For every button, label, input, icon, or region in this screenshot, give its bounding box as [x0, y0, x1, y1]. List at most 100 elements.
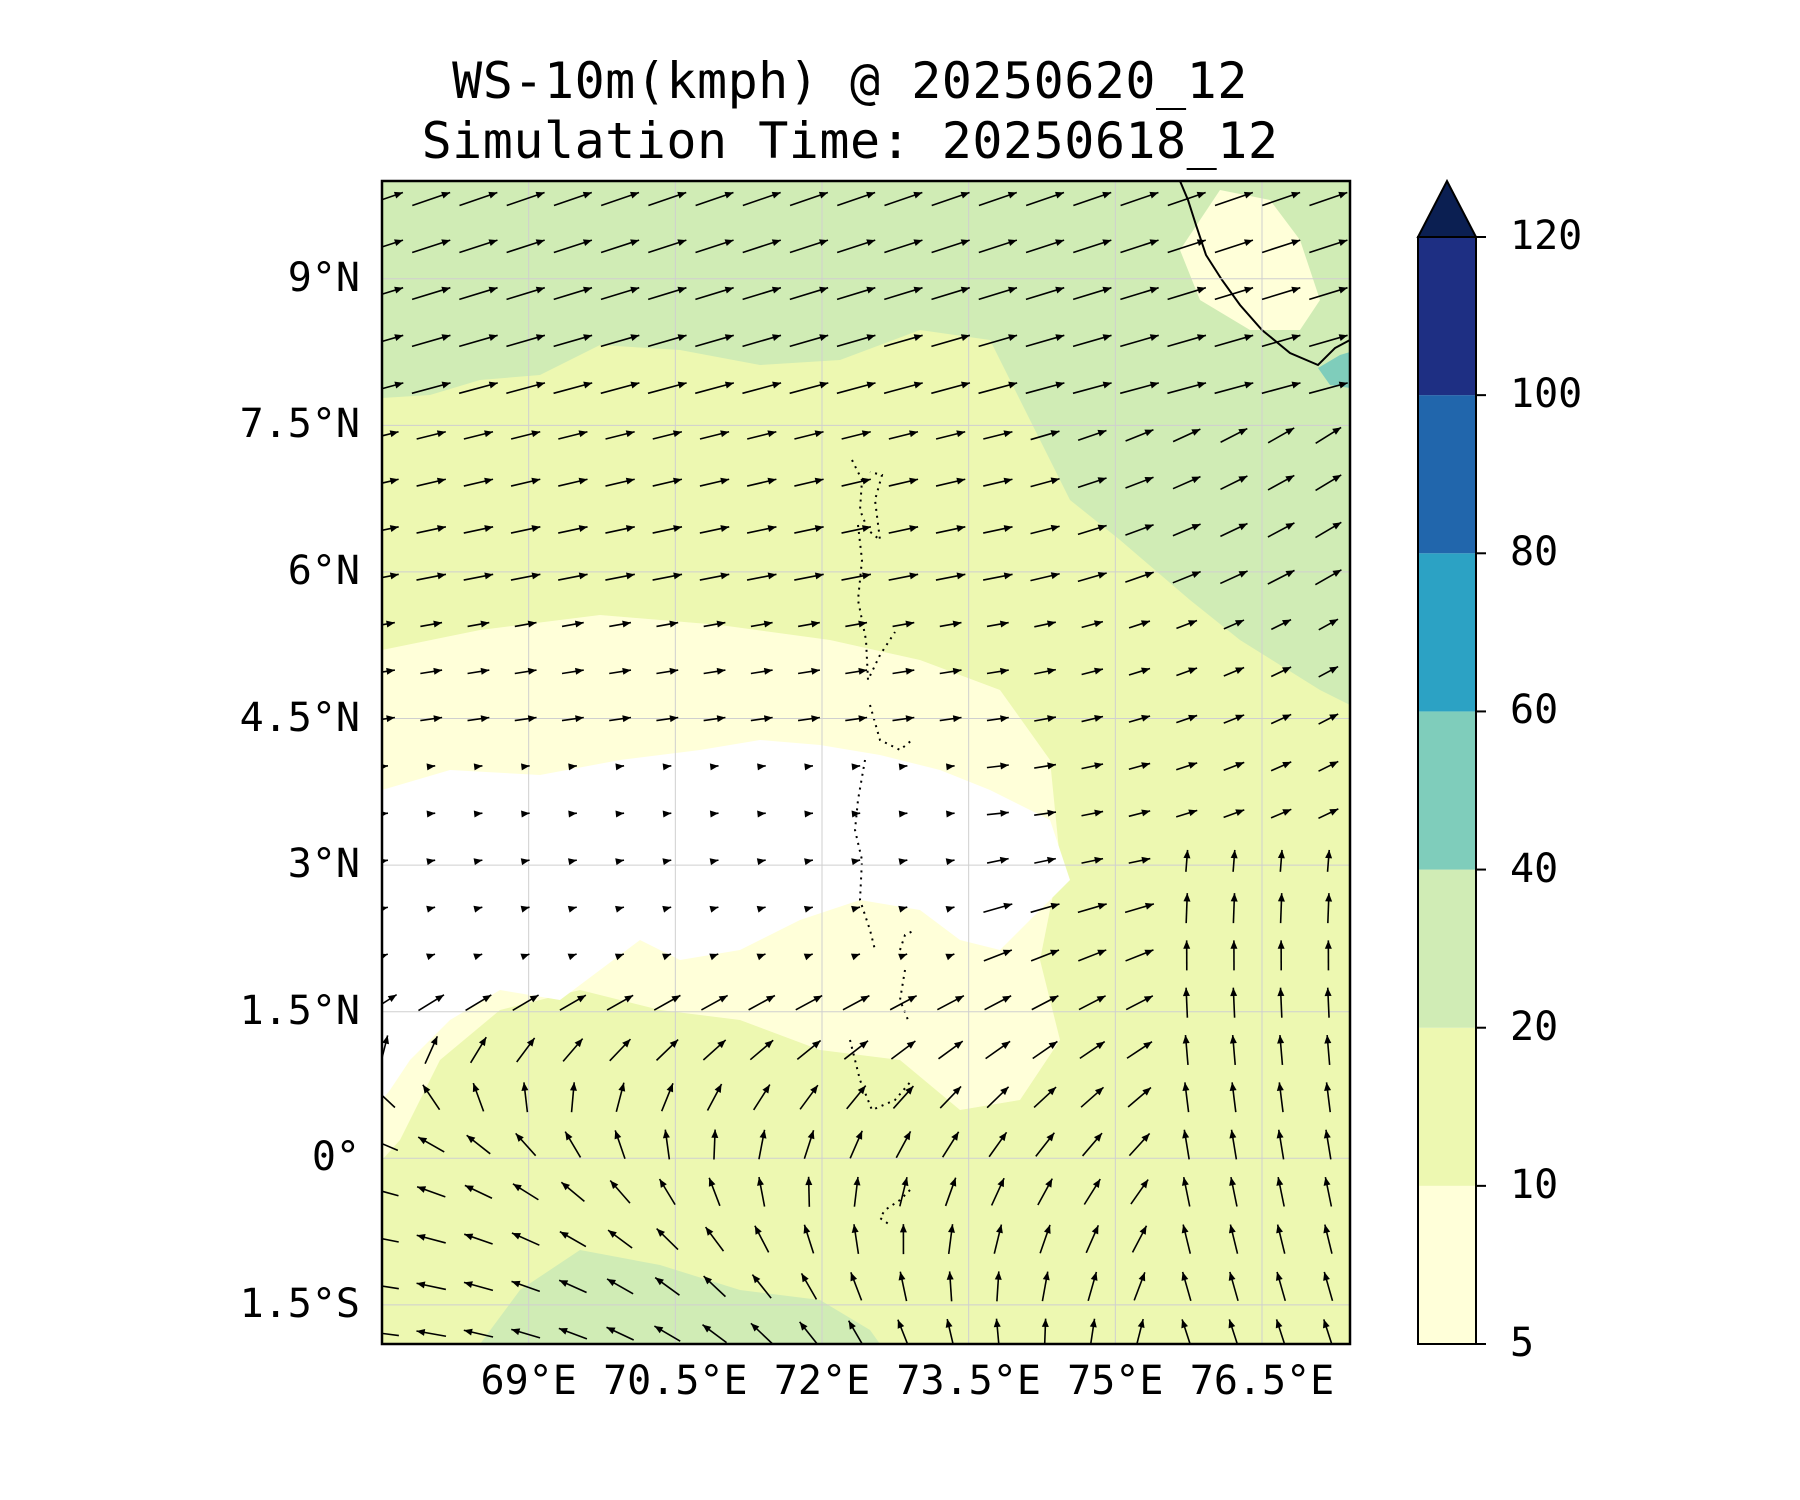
- wind-vector-head: [960, 191, 970, 199]
- wind-vector-head: [484, 477, 494, 485]
- wind-vector-head: [1332, 474, 1342, 483]
- wind-vector-head: [615, 858, 625, 866]
- wind-vector-head: [673, 572, 683, 580]
- wind-vector-head: [1338, 381, 1348, 389]
- wind-vector-head: [1324, 1082, 1332, 1092]
- wind-vector-head: [441, 334, 451, 341]
- wind-vector-head: [1050, 572, 1060, 580]
- wind-vector-head: [526, 1037, 535, 1047]
- wind-vector-head: [1323, 1177, 1331, 1186]
- wind-vector-head: [907, 995, 917, 1003]
- wind-vector-head: [850, 1272, 858, 1282]
- wind-vector-head: [1183, 849, 1191, 859]
- wind-vector-head: [488, 334, 498, 341]
- wind-vector-head: [703, 1276, 713, 1285]
- wind-vector-head: [1228, 1224, 1236, 1234]
- wind-vector-head: [1323, 1224, 1331, 1234]
- wind-vector-head: [851, 1224, 859, 1233]
- wind-vector-head: [1093, 620, 1103, 628]
- wind-vector-head: [1102, 381, 1112, 389]
- wind-vector-head: [1181, 1177, 1189, 1186]
- wind-vector-head: [1093, 1133, 1103, 1142]
- wind-vector-head: [1277, 987, 1285, 997]
- wind-vector-head: [948, 1224, 955, 1233]
- wind-vector-head: [416, 1281, 426, 1289]
- wind-vector-head: [1102, 286, 1112, 294]
- wind-vector-head: [1050, 524, 1060, 532]
- wind-vector-head: [709, 810, 719, 818]
- wind-vector-head: [1229, 1035, 1237, 1044]
- wind-vector-head: [858, 620, 868, 628]
- colorbar-segment: [1418, 395, 1476, 554]
- wind-vector-head: [662, 763, 672, 771]
- wind-vector-head: [804, 810, 813, 818]
- wind-vector-head: [1094, 762, 1104, 770]
- wind-vector-head: [909, 477, 919, 485]
- wind-vector-head: [535, 286, 545, 294]
- colorbar-tick-label: 80: [1510, 529, 1559, 576]
- wind-vector-head: [512, 1183, 522, 1192]
- wind-vector-head: [382, 953, 388, 960]
- wind-vector-head: [630, 239, 640, 246]
- wind-vector-head: [720, 430, 730, 438]
- wind-vector-head: [1055, 381, 1065, 389]
- wind-vector-head: [717, 1039, 726, 1049]
- wind-vector-head: [433, 715, 443, 723]
- wind-vector-head: [582, 239, 592, 246]
- wind-vector-head: [386, 620, 395, 628]
- wind-vector-head: [724, 191, 734, 199]
- wind-vector-head: [814, 477, 824, 485]
- wind-vector-head: [535, 191, 545, 199]
- wind-vector-head: [673, 525, 682, 532]
- wind-vector-head: [426, 905, 436, 913]
- wind-vector-head: [625, 525, 635, 532]
- wind-vector-head: [435, 994, 444, 1003]
- wind-vector-head: [576, 995, 586, 1003]
- wind-vector-head: [1291, 191, 1301, 199]
- wind-vector-head: [677, 334, 687, 341]
- wind-vector-head: [669, 667, 679, 675]
- wind-vector-head: [898, 1271, 906, 1281]
- wind-vector-head: [520, 953, 530, 961]
- wind-vector-head: [1229, 1082, 1237, 1092]
- colorbar-tick-label: 100: [1510, 371, 1583, 418]
- wind-vector-head: [862, 525, 871, 532]
- wind-vector-head: [422, 1084, 431, 1094]
- wind-vector-head: [953, 1041, 963, 1049]
- wind-vector-head: [1243, 191, 1253, 199]
- wind-vector-head: [1094, 856, 1104, 864]
- wind-vector-head: [369, 1282, 378, 1289]
- wind-vector-head: [1276, 1082, 1284, 1092]
- wind-vector-head: [1097, 902, 1107, 910]
- wind-vector-head: [1047, 809, 1056, 817]
- wind-vector-head: [1143, 995, 1153, 1003]
- wind-vector-head: [724, 239, 734, 246]
- wind-vector-head: [1244, 381, 1254, 389]
- wind-vector-head: [905, 667, 915, 675]
- longitude-tick-label: 73.5°E: [896, 1358, 1041, 1404]
- wind-vector-head: [436, 477, 446, 485]
- wind-vector-head: [811, 667, 820, 675]
- wind-vector-head: [394, 239, 404, 246]
- wind-vector-head: [1276, 1224, 1283, 1234]
- longitude-tick-label: 70.5°E: [603, 1358, 748, 1404]
- wind-vector-head: [1008, 381, 1018, 389]
- wind-vector-head: [952, 620, 962, 628]
- wind-vector-head: [1046, 620, 1056, 628]
- wind-vector-head: [473, 953, 483, 961]
- wind-vector-head: [956, 572, 966, 580]
- wind-vector-head: [1285, 427, 1295, 436]
- wind-vector-head: [433, 620, 443, 628]
- wind-vector-head: [905, 620, 915, 628]
- wind-vector-head: [565, 1131, 573, 1141]
- wind-vector-head: [803, 1224, 811, 1234]
- wind-vector-head: [750, 1323, 760, 1332]
- wind-vector-head: [1244, 286, 1254, 294]
- wind-vector-head: [473, 858, 483, 866]
- wind-vector-head: [1141, 714, 1151, 722]
- wind-vector-head: [441, 286, 451, 294]
- wind-vector-head: [1144, 476, 1154, 484]
- wind-vector-head: [677, 239, 687, 246]
- wind-vector-head: [767, 477, 777, 485]
- wind-vector-head: [1181, 1271, 1189, 1281]
